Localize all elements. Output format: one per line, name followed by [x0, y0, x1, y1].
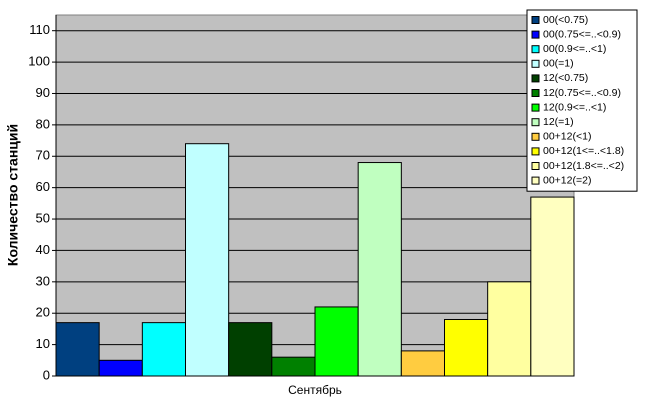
legend-swatch: [531, 89, 540, 97]
legend-swatch: [531, 103, 540, 112]
legend-swatch: [531, 59, 540, 68]
y-tick-label: 100: [28, 54, 50, 69]
legend-label: 12(0.9<=..<1): [543, 101, 606, 113]
y-tick-label: 60: [36, 179, 50, 194]
y-axis-label: Количество станций: [5, 124, 21, 266]
bar: [487, 281, 532, 377]
bar: [444, 318, 489, 377]
legend-label: 00+12(<1): [543, 131, 591, 143]
legend-label: 00+12(=2): [543, 174, 591, 186]
bar: [400, 350, 446, 377]
legend-swatch: [531, 74, 540, 83]
legend-label: 00(0.9<=..<1): [543, 43, 606, 55]
legend-swatch: [531, 176, 540, 185]
bar: [530, 196, 575, 377]
legend-swatch: [531, 45, 540, 54]
bar: [55, 322, 100, 377]
bar: [228, 322, 273, 377]
y-tick-label: 80: [36, 116, 50, 131]
bar: [314, 306, 359, 377]
legend-swatch: [531, 30, 540, 39]
bar: [271, 356, 316, 377]
y-tick-label: 90: [36, 85, 50, 100]
bar: [98, 359, 143, 377]
y-tick-label: 110: [29, 22, 50, 37]
legend-swatch: [531, 132, 540, 141]
legend-label: 00(=1): [543, 58, 574, 70]
y-tick-label: 10: [36, 336, 50, 351]
legend-box: [526, 9, 638, 192]
bar: [141, 322, 186, 377]
legend-swatch: [531, 118, 540, 127]
legend-label: 12(=1): [543, 116, 574, 128]
legend-swatch: [531, 147, 540, 156]
legend-swatch: [531, 16, 540, 24]
y-tick-label: 40: [36, 242, 50, 257]
legend-label: 00+12(1.8<=..<2): [543, 160, 624, 172]
legend-label: 12(0.75<=..<0.9): [543, 87, 621, 99]
legend-label: 00(0.75<=..<0.9): [543, 28, 621, 40]
legend-label: 12(<0.75): [543, 72, 588, 84]
bar: [185, 143, 230, 377]
y-tick-label: 0: [43, 367, 50, 382]
y-tick-label: 30: [36, 273, 50, 288]
legend-label: 00+12(1<=..<1.8): [543, 145, 624, 157]
bar: [357, 162, 402, 377]
y-tick-label: 70: [36, 148, 50, 163]
x-tick-label: Сентябрь: [288, 383, 342, 397]
y-tick-label: 20: [36, 305, 50, 320]
legend-label: 00(<0.75): [543, 14, 588, 26]
y-tick-label: 50: [36, 210, 50, 225]
legend-swatch: [531, 162, 540, 170]
